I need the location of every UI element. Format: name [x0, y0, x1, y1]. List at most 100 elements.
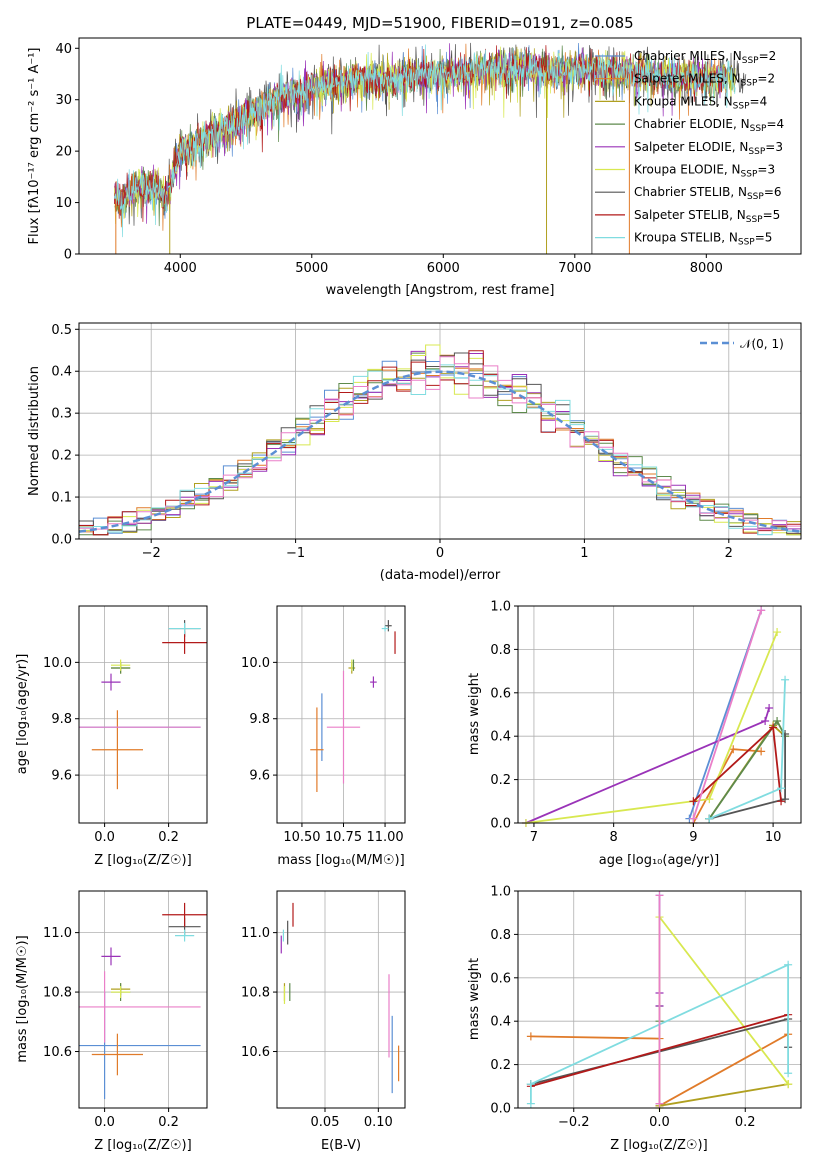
- x-tick-label: 8000: [690, 261, 723, 276]
- y-tick-label: 1.0: [490, 885, 511, 900]
- mass-weight-marker: [757, 606, 766, 615]
- errorbar-point: [175, 929, 195, 942]
- x-tick-label: 10: [765, 830, 782, 845]
- mass-weight-marker: [689, 814, 698, 823]
- mass-weight-line: [658, 914, 789, 1108]
- y-tick-label: 0.5: [51, 323, 72, 338]
- y-tick-label: 11.0: [241, 926, 270, 941]
- age-vs-metallicity-panel: 0.0 0.2 9.6 9.8 10.0 Z [log₁₀(Z/Z☉)] age [lo…: [15, 605, 208, 868]
- mass-weight-marker: [705, 814, 714, 823]
- y-tick-label: 9.8: [249, 712, 270, 727]
- mass-weight-line: [659, 1083, 789, 1107]
- y-tick-label: 10.8: [43, 986, 72, 1001]
- y-tick-label: 0.4: [51, 365, 72, 380]
- y-tick-label: 0: [64, 248, 72, 263]
- age-vs-mass-panel: 10.50 10.75 11.00 9.6 9.8 10.0 mass [log₁₀(M/…: [241, 605, 406, 868]
- x-tick-label: 0.2: [158, 830, 179, 845]
- legend-label: Chabrier MILES, NSSP=2: [634, 49, 776, 66]
- mass-weight-marker: [526, 1099, 535, 1108]
- y-tick-label: 0.8: [490, 928, 511, 943]
- legend-label-gaussian: 𝒩(0, 1): [740, 337, 784, 351]
- x-tick-label: 10.50: [283, 830, 320, 845]
- x-tick-label: 0.2: [158, 1115, 179, 1130]
- errorbar-point: [91, 1033, 143, 1076]
- mass-weight-marker: [655, 1099, 664, 1108]
- mass-weight-marker: [781, 795, 790, 804]
- legend-label: Salpeter MILES, NSSP=2: [634, 72, 775, 89]
- mass-weight-marker: [781, 675, 790, 684]
- y-tick-label: 10.6: [241, 1045, 270, 1060]
- x-tick-label: 4000: [164, 261, 197, 276]
- y-tick-label: 0.8: [490, 643, 511, 658]
- x-axis-label: E(B-V): [321, 1138, 361, 1153]
- legend-label: Kroupa STELIB, NSSP=5: [634, 231, 772, 248]
- y-tick-label: 0.3: [51, 407, 72, 422]
- gaussian-legend: 𝒩(0, 1): [700, 337, 784, 351]
- errorbar-point: [381, 625, 389, 632]
- mass-weight-line: [692, 610, 762, 819]
- x-tick-label: 0.2: [735, 1115, 756, 1130]
- legend-label: Chabrier STELIB, NSSP=6: [634, 185, 782, 202]
- x-tick-label: 1: [580, 546, 588, 561]
- x-tick-label: 7: [530, 830, 538, 845]
- x-tick-label: 0.05: [311, 1115, 340, 1130]
- y-axis-label: mass [log₁₀(M/M☉)]: [15, 935, 30, 1062]
- errorbar-point: [310, 707, 324, 792]
- mass-weight-marker: [765, 703, 774, 712]
- mass-vs-extinction-panel: 0.05 0.10 10.6 10.8 11.0 E(B-V): [241, 890, 406, 1153]
- legend-label: Salpeter ELODIE, NSSP=3: [634, 140, 783, 157]
- y-tick-label: 0.0: [490, 817, 511, 832]
- mass-weight-marker: [729, 745, 738, 754]
- y-tick-label: 0.4: [490, 730, 511, 745]
- x-tick-label: −0.2: [558, 1115, 590, 1130]
- gaussian-reference-curve: [79, 370, 801, 533]
- mass-weight-marker: [784, 1080, 793, 1089]
- residuals-panel: −2 −1 0 1 2 0.0 0.1 0.2 0.3 0.4 0.5 𝒩(0, 1) (data-…: [27, 322, 802, 583]
- histogram-series-step: [79, 356, 801, 531]
- legend-label: Salpeter STELIB, NSSP=5: [634, 208, 780, 225]
- y-tick-label: 9.6: [249, 769, 270, 784]
- y-axis-label: age [log₁₀(age/yr)]: [15, 654, 30, 775]
- mass-weight-marker: [777, 784, 786, 793]
- mass-weight-marker: [784, 960, 793, 969]
- errorbar-point: [162, 902, 207, 927]
- errorbar-point: [101, 673, 121, 691]
- x-axis-label: Z [log₁₀(Z/Z☉)]: [94, 853, 191, 868]
- errorbar-point: [168, 622, 201, 635]
- y-tick-label: 40: [55, 42, 72, 57]
- y-tick-label: 10.6: [43, 1045, 72, 1060]
- mass-weight-marker: [769, 723, 778, 732]
- x-axis-label: mass [log₁₀(M/M☉)]: [277, 853, 404, 868]
- y-tick-label: 0.0: [51, 533, 72, 548]
- x-tick-label: −2: [142, 546, 161, 561]
- spectrum-frame: [78, 37, 802, 255]
- y-tick-label: 30: [55, 93, 72, 108]
- y-tick-label: 0.4: [490, 1015, 511, 1030]
- x-axis-label: (data-model)/error: [380, 568, 501, 583]
- x-axis-label: Z [log₁₀(Z/Z☉)]: [610, 1138, 707, 1153]
- spectrum-lines: [114, 42, 747, 254]
- y-tick-label: 0.1: [51, 491, 72, 506]
- mass-weight-marker: [761, 717, 770, 726]
- mass-weight-marker: [757, 747, 766, 756]
- y-tick-label: 9.8: [51, 712, 72, 727]
- legend-label: Chabrier ELODIE, NSSP=4: [634, 117, 784, 134]
- x-tick-label: 0: [436, 546, 444, 561]
- y-axis-label: Normed distribution: [27, 366, 42, 496]
- errorbar-point: [385, 620, 392, 632]
- x-tick-label: 6000: [427, 261, 460, 276]
- mass-weight-line: [708, 679, 786, 820]
- x-tick-label: −1: [286, 546, 305, 561]
- x-axis-label: wavelength [Angstrom, rest frame]: [326, 283, 555, 298]
- y-tick-label: 0.2: [490, 1058, 511, 1073]
- mass-weight-marker: [777, 797, 786, 806]
- mass-weight-vs-metallicity-panel: −0.2 0.0 0.2 0.0 0.2 0.4 0.6 0.8 1.0 Z [log₁₀(Z/…: [467, 885, 802, 1153]
- x-tick-label: 7000: [558, 261, 591, 276]
- errorbar-group: [79, 902, 207, 1100]
- errorbar-group: [280, 902, 400, 1094]
- mass-weight-marker: [655, 891, 664, 900]
- errorbar-group: [310, 620, 396, 792]
- mass-weight-line: [525, 631, 778, 824]
- y-tick-label: 0.0: [490, 1102, 511, 1117]
